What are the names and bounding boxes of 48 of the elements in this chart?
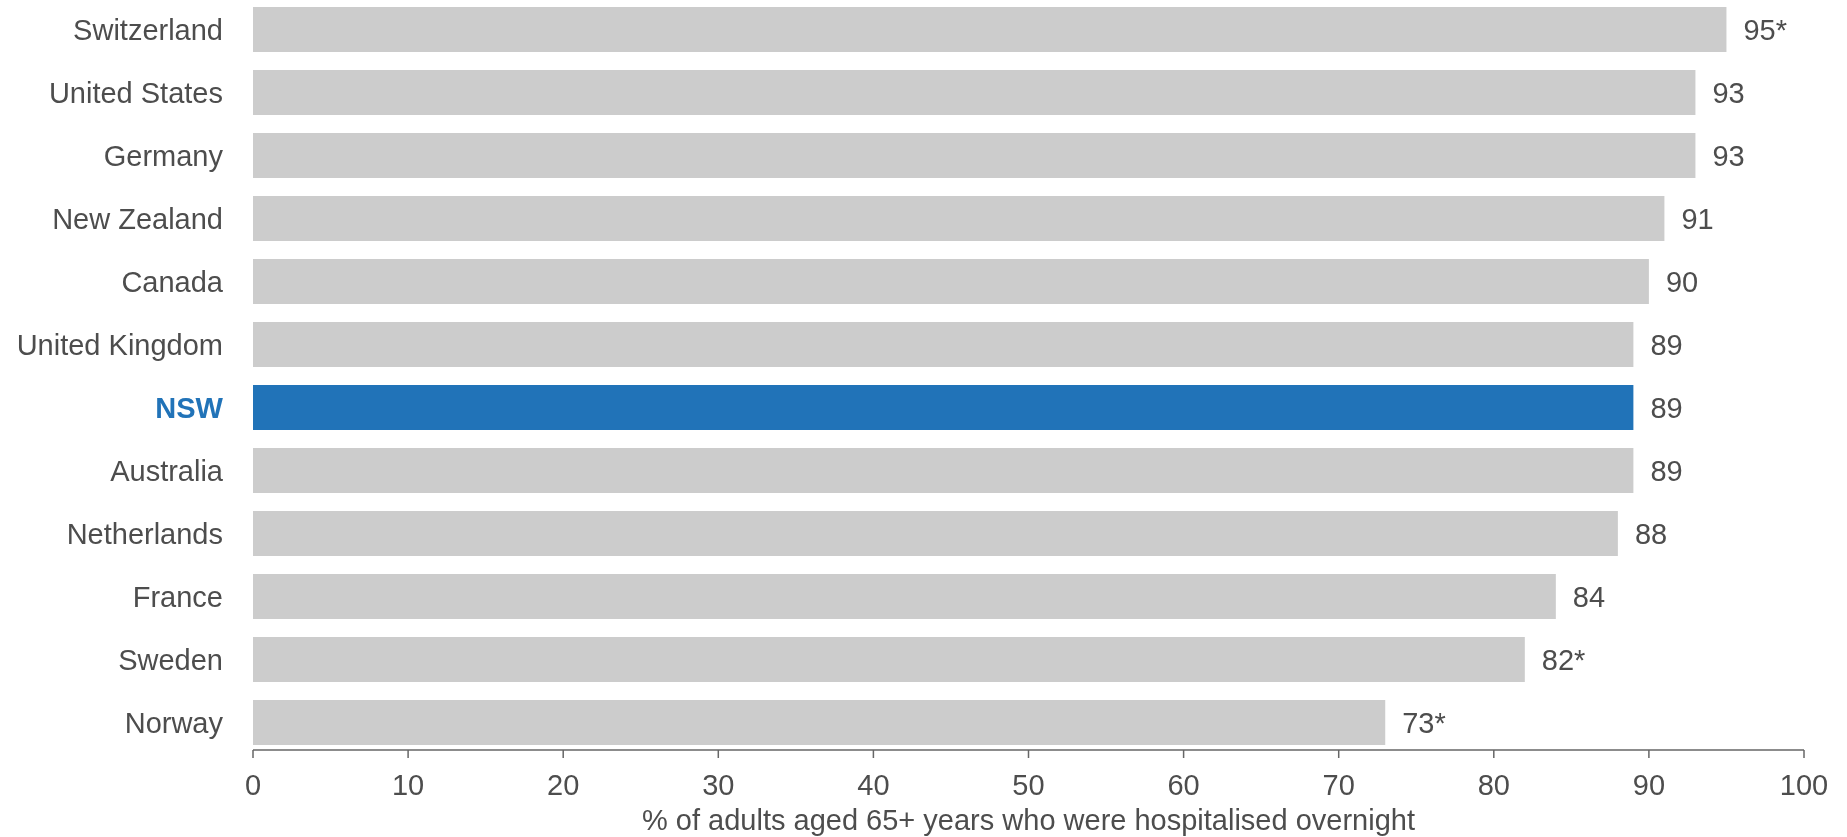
- data-label: 73*: [1402, 706, 1446, 739]
- bar: [253, 385, 1634, 430]
- data-label: 93: [1712, 139, 1745, 172]
- y-tick-label: NSW: [155, 391, 224, 424]
- data-label: 91: [1681, 202, 1714, 235]
- y-tick-label: Norway: [124, 706, 224, 739]
- x-tick-label: 50: [1012, 769, 1045, 801]
- bar: [253, 637, 1525, 682]
- x-axis-title: % of adults aged 65+ years who were hospitalised overnight: [641, 804, 1416, 836]
- x-tick-label: 70: [1322, 769, 1355, 801]
- bar: [253, 196, 1665, 241]
- bar: [253, 259, 1649, 304]
- bar: [253, 511, 1618, 556]
- y-tick-label: United Kingdom: [16, 328, 223, 361]
- bar: [253, 322, 1634, 367]
- x-tick-label: 0: [244, 769, 262, 801]
- x-tick-label: 60: [1167, 769, 1200, 801]
- y-tick-label: Australia: [110, 454, 224, 487]
- x-tick-label: 100: [1779, 769, 1829, 801]
- data-label: 90: [1665, 265, 1699, 298]
- y-tick-label: France: [132, 580, 223, 613]
- data-label: 93: [1712, 76, 1745, 109]
- data-label: 89: [1650, 391, 1683, 424]
- bar: [253, 448, 1634, 493]
- x-tick-label: 30: [702, 769, 735, 801]
- data-label: 95*: [1743, 13, 1787, 46]
- x-tick-label: 80: [1477, 769, 1510, 801]
- x-tick-label: 90: [1632, 769, 1666, 801]
- data-label: 89: [1650, 454, 1683, 487]
- bar: [253, 700, 1386, 745]
- y-tick-label: Switzerland: [73, 13, 223, 46]
- data-label: 84: [1572, 580, 1606, 613]
- y-tick-label: Canada: [121, 265, 224, 298]
- x-tick-label: 40: [857, 769, 890, 801]
- y-tick-label: Germany: [103, 139, 224, 172]
- y-tick-label: United States: [48, 76, 223, 109]
- x-tick-label: 10: [391, 769, 425, 801]
- bar: [253, 574, 1556, 619]
- y-tick-label: New Zealand: [52, 202, 223, 235]
- data-label: 82*: [1541, 643, 1586, 676]
- y-tick-label: Netherlands: [66, 517, 223, 550]
- data-label: 89: [1650, 328, 1683, 361]
- bar: [253, 133, 1696, 178]
- bar: [253, 70, 1696, 115]
- data-label: 88: [1634, 517, 1668, 550]
- bar: [253, 7, 1727, 52]
- x-tick-label: 20: [547, 769, 580, 801]
- y-tick-label: Sweden: [118, 643, 223, 676]
